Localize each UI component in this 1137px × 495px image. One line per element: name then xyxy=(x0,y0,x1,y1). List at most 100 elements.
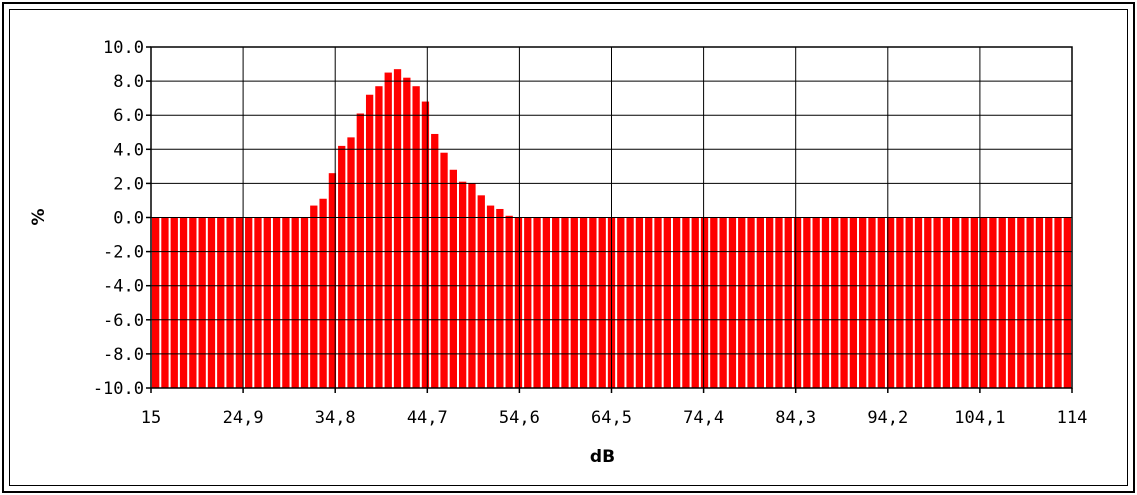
bar xyxy=(505,215,513,388)
bar xyxy=(979,217,988,388)
x-tick-label: 24,9 xyxy=(223,408,264,428)
bar xyxy=(524,217,532,388)
bar xyxy=(1026,217,1034,388)
bar xyxy=(682,217,690,388)
x-tick-label: 114 xyxy=(1057,408,1088,428)
bar xyxy=(282,217,290,388)
bar xyxy=(617,217,625,388)
bar xyxy=(328,173,337,388)
bar xyxy=(598,217,606,388)
x-tick-label: 104,1 xyxy=(954,408,1005,428)
bar xyxy=(691,217,699,388)
y-tick-label: -4.0 xyxy=(103,277,144,297)
bar xyxy=(431,133,439,388)
bar xyxy=(152,217,160,388)
bar xyxy=(672,217,681,388)
bar xyxy=(254,217,262,388)
bar xyxy=(310,205,318,388)
bar xyxy=(1054,217,1062,388)
bar xyxy=(998,217,1006,388)
y-tick-label: -2.0 xyxy=(103,243,144,263)
bar xyxy=(803,217,811,388)
bar xyxy=(635,217,644,388)
bar xyxy=(459,181,467,388)
bar xyxy=(663,217,671,388)
bar xyxy=(552,217,560,388)
y-tick-label: 2.0 xyxy=(113,174,144,194)
bars-layer xyxy=(152,69,1071,389)
bar xyxy=(403,77,411,388)
bar xyxy=(924,217,932,388)
bar xyxy=(728,217,737,388)
bar xyxy=(561,217,569,388)
bar xyxy=(170,217,178,388)
y-tick-label: 4.0 xyxy=(113,140,144,160)
bar xyxy=(589,217,597,388)
bar xyxy=(347,137,355,388)
bar xyxy=(421,101,430,388)
bar xyxy=(393,69,402,389)
bar xyxy=(905,217,913,388)
bar xyxy=(338,145,346,388)
inner-border xyxy=(9,9,1128,486)
bar xyxy=(235,217,244,388)
bar xyxy=(654,217,662,388)
bar xyxy=(1017,217,1025,388)
y-tick-label: -6.0 xyxy=(103,311,144,331)
bar xyxy=(719,217,727,388)
y-tick-label: -10.0 xyxy=(93,379,144,399)
bar xyxy=(496,208,504,388)
bar xyxy=(933,217,941,388)
x-tick-label: 94,2 xyxy=(867,408,908,428)
bar xyxy=(514,217,523,388)
x-tick-label: 64,5 xyxy=(591,408,632,428)
bar xyxy=(859,217,867,388)
bar xyxy=(161,217,169,388)
bar xyxy=(970,217,978,388)
bar xyxy=(375,86,383,389)
x-tick-label: 54,6 xyxy=(499,408,540,428)
bar xyxy=(626,217,634,388)
x-axis-title: dB xyxy=(590,447,615,467)
bar xyxy=(189,217,197,388)
y-tick-label: 0.0 xyxy=(113,209,144,229)
bar xyxy=(886,217,895,388)
bar xyxy=(840,217,848,388)
bar xyxy=(486,205,495,388)
bar xyxy=(300,217,309,388)
bar xyxy=(365,94,374,389)
bar xyxy=(263,217,271,388)
bar xyxy=(942,217,951,388)
bar xyxy=(477,195,485,388)
bar xyxy=(961,217,969,388)
y-tick-label: 8.0 xyxy=(113,72,144,92)
bar xyxy=(914,217,923,388)
bar xyxy=(1063,217,1071,388)
x-tick-label: 34,8 xyxy=(315,408,356,428)
x-tick-label: 44,7 xyxy=(407,408,448,428)
bar xyxy=(412,86,420,389)
bar xyxy=(533,217,541,388)
x-tick-label: 84,3 xyxy=(775,408,816,428)
bar xyxy=(756,217,764,388)
bar xyxy=(784,217,792,388)
y-axis-title: % xyxy=(29,208,49,225)
bar xyxy=(542,217,551,388)
bar xyxy=(831,217,839,388)
bar xyxy=(291,217,299,388)
bar xyxy=(179,217,188,388)
bar xyxy=(356,113,364,388)
bar xyxy=(700,217,709,388)
bar xyxy=(766,217,774,388)
bar xyxy=(245,217,253,388)
bar xyxy=(877,217,885,388)
bar xyxy=(710,217,718,388)
bar xyxy=(1045,217,1053,388)
bar xyxy=(217,217,225,388)
bar xyxy=(738,217,746,388)
bar xyxy=(793,217,802,388)
x-tick-label: 15 xyxy=(141,408,161,428)
bar xyxy=(272,217,281,388)
